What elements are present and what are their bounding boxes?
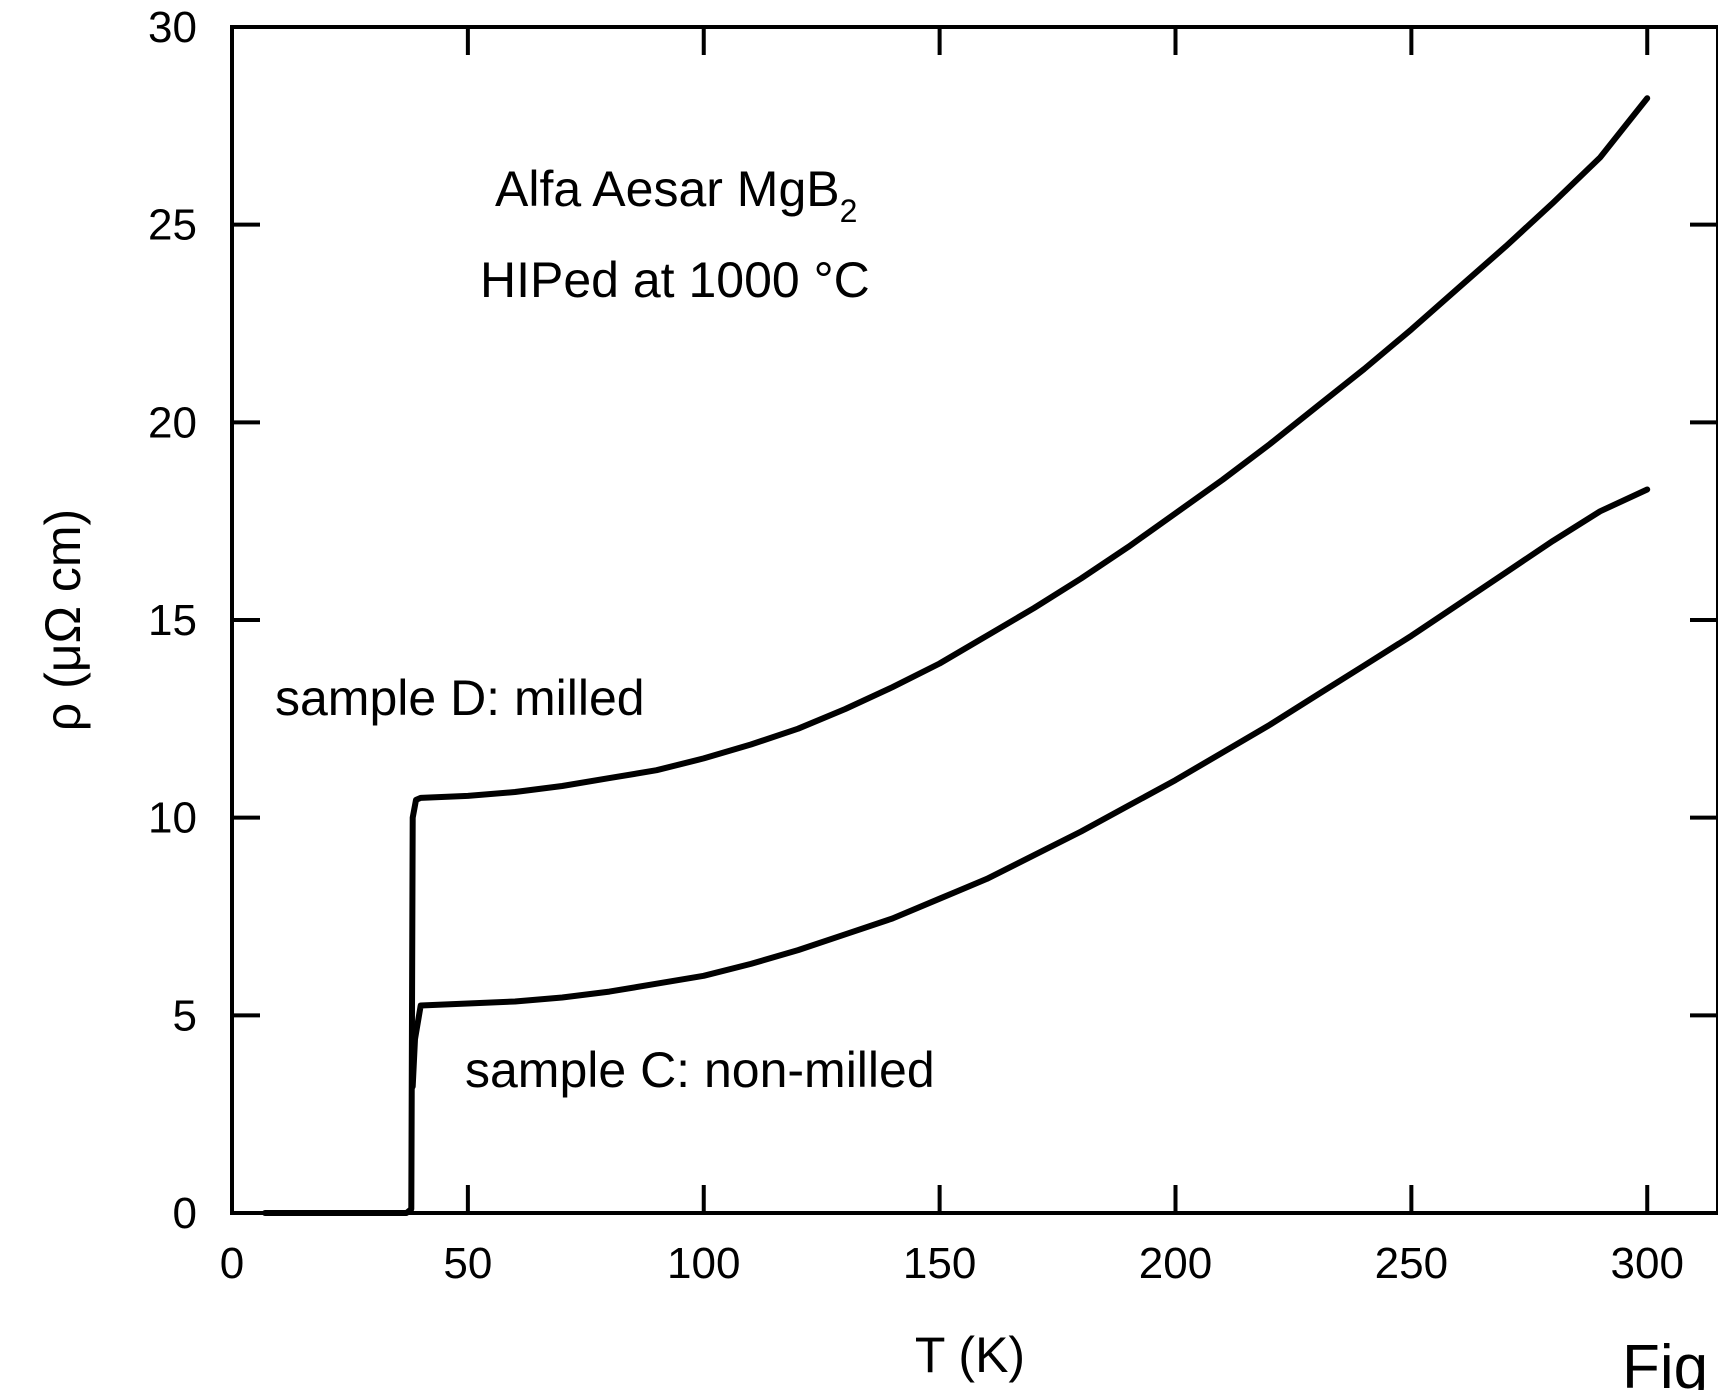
- y-tick-label: 15: [148, 596, 197, 645]
- y-tick-label: 5: [173, 991, 197, 1040]
- y-axis-title: ρ (μΩ cm): [35, 509, 91, 731]
- series-lines: [262, 95, 1651, 1216]
- annotation-material-main: Alfa Aesar MgB: [495, 161, 840, 217]
- series-sample-c-line: [409, 486, 1651, 1090]
- y-tick-label: 25: [148, 201, 197, 250]
- x-axis-title: T (K): [915, 1327, 1025, 1383]
- tick-labels: 0 50 100 150 200 250 300 0 5 10 15 20 25 30: [148, 3, 1684, 1288]
- x-tick-label: 300: [1611, 1239, 1684, 1288]
- x-tick-label: 50: [443, 1239, 492, 1288]
- x-tick-label: 0: [220, 1239, 244, 1288]
- figure-label: Fig: [1622, 1333, 1708, 1390]
- plot-frame: [230, 25, 1718, 1215]
- annotation-material-subscript: 2: [840, 193, 858, 229]
- axis-ticks: [232, 27, 1718, 1213]
- x-tick-label: 200: [1139, 1239, 1212, 1288]
- series-sample-d-line: [262, 95, 1651, 1216]
- x-tick-label: 100: [667, 1239, 740, 1288]
- annotation-process: HIPed at 1000 °C: [480, 252, 870, 308]
- y-tick-label: 10: [148, 794, 197, 843]
- annotation-sample-c: sample C: non-milled: [465, 1042, 935, 1098]
- y-tick-label: 0: [173, 1189, 197, 1238]
- y-tick-label: 30: [148, 3, 197, 52]
- x-tick-label: 250: [1375, 1239, 1448, 1288]
- x-tick-label: 150: [903, 1239, 976, 1288]
- annotation-material: Alfa Aesar MgB2: [495, 161, 857, 229]
- annotation-sample-d: sample D: milled: [275, 670, 645, 726]
- y-tick-label: 20: [148, 398, 197, 447]
